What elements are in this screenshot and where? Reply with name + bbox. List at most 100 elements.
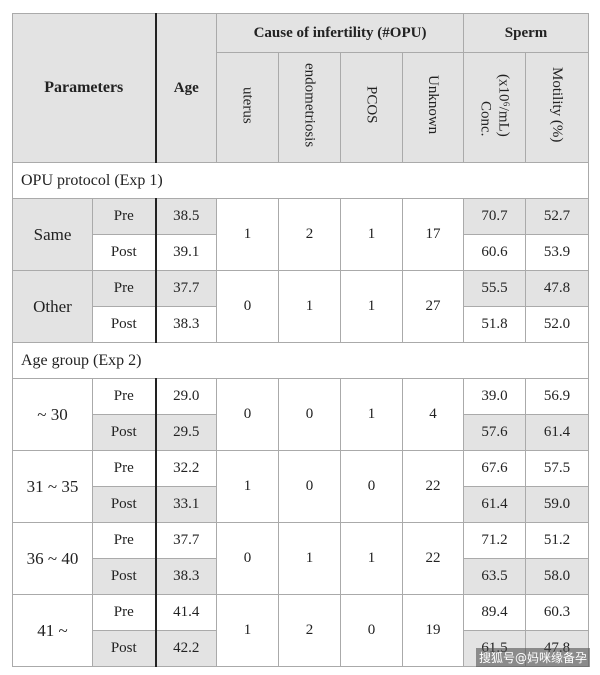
age-cell: 33.1 [154,486,217,523]
cause-cell: 19 [401,594,465,667]
group-label: 31 ~ 35 [12,450,93,523]
conc-cell: 51.8 [463,306,527,343]
watermark: 搜狐号@妈咪缘备孕 [475,648,590,667]
section-row: Age group (Exp 2) [11,342,590,379]
header-cell: PCOS [340,52,403,163]
conc-cell: 61.4 [463,486,527,523]
motility-cell: 60.3 [525,594,590,631]
data-row: ~ 30 Pre 29.0 0 0 1 4 39.0 56.9 [12,378,590,451]
phase-cell: Pre [92,594,156,631]
data-row: Post 29.5 57.6 61.4 [13,414,590,451]
phase-cell: Pre [92,270,156,307]
header-text: PCOS [363,86,380,124]
data-row: Other Pre 37.7 0 1 1 27 55.5 47.8 [12,270,590,343]
group-label: 36 ~ 40 [12,522,93,595]
cause-cell: 1 [216,594,279,667]
conc-cell: 39.0 [463,378,527,415]
header-text: Conc. [477,100,494,137]
header-text: uterus [239,86,256,124]
header-cell: uterus [216,52,279,163]
phase-cell: Pre [92,450,156,487]
age-cell: 41.4 [154,594,217,631]
header-cell: endometriosis [278,52,341,163]
motility-cell: 57.5 [525,450,590,487]
header-text: Unknown [425,75,441,135]
phase-cell: Pre [92,378,156,415]
data-row: Post 39.1 60.6 53.9 [13,234,590,271]
cause-cell: 1 [216,450,279,523]
header-cell: Sperm [463,13,590,53]
phase-cell: Pre [92,198,156,235]
conc-cell: 63.5 [463,558,527,595]
data-row: Post 38.3 51.8 52.0 [13,306,590,343]
age-cell: 32.2 [154,450,217,487]
age-cell: 37.7 [154,522,217,559]
motility-cell: 58.0 [525,558,590,595]
phase-cell: Pre [92,522,156,559]
motility-cell: 53.9 [525,234,590,271]
group-label: 41 ~ [12,594,93,667]
header-text: endometriosis [301,62,318,148]
cause-cell: 22 [401,450,465,523]
table-wrap: Parameters Age Cause of infertility (#OP… [11,13,590,667]
motility-cell: 56.9 [525,378,590,415]
data-row: 31 ~ 35 Pre 32.2 1 0 0 22 67.6 57.5 [12,450,590,523]
cause-cell: 22 [401,522,465,595]
conc-cell: 55.5 [463,270,527,307]
cause-cell: 0 [340,594,403,667]
cause-cell: 0 [340,450,403,523]
header-text: Motility (%) [549,67,566,143]
data-row: 41 ~ Pre 41.4 1 2 0 19 89.4 60.3 [12,594,590,667]
phase-cell: Post [92,306,156,343]
header-cell: Cause of infertility (#OPU) [215,13,465,53]
phase-cell: Post [92,234,156,271]
data-row: Post 33.1 61.4 59.0 [13,486,590,523]
cause-cell: 0 [216,378,279,451]
group-label: Same [12,198,93,271]
header-cell: Motility (%) [525,52,590,163]
motility-cell: 52.0 [525,306,590,343]
cause-cell: 1 [340,378,403,451]
cause-cell: 27 [401,270,465,343]
age-cell: 29.0 [154,378,217,415]
cause-cell: 1 [278,270,341,343]
motility-cell: 59.0 [525,486,590,523]
age-cell: 42.2 [154,630,217,667]
group-label: Other [12,270,93,343]
motility-cell: 61.4 [525,414,590,451]
section-title: Age group (Exp 2) [11,342,590,379]
motility-cell: 51.2 [525,522,590,559]
header-cell: Unknown [401,52,465,163]
header-cell: Age [154,13,217,163]
cause-cell: 17 [401,198,465,271]
age-cell: 38.3 [154,306,217,343]
data-row: Same Pre 38.5 1 2 1 17 70.7 52.7 [12,198,590,271]
conc-cell: 67.6 [463,450,527,487]
phase-cell: Post [92,414,156,451]
cause-cell: 1 [278,522,341,595]
data-table: Parameters Age Cause of infertility (#OP… [11,13,590,667]
table-body: OPU protocol (Exp 1) Same Pre 38.5 1 2 1 17 70.7… [11,162,590,667]
cause-cell: 0 [278,450,341,523]
conc-cell: 89.4 [463,594,527,631]
age-cell: 38.3 [154,558,217,595]
cause-cell: 1 [216,198,279,271]
cause-cell: 1 [340,270,403,343]
cause-cell: 1 [340,198,403,271]
cause-cell: 0 [216,522,279,595]
header-text: (x10⁶/mL) [495,73,512,137]
phase-cell: Post [92,558,156,595]
data-row: 36 ~ 40 Pre 37.7 0 1 1 22 71.2 51.2 [12,522,590,595]
motility-cell: 52.7 [525,198,590,235]
cause-cell: 0 [278,378,341,451]
age-cell: 29.5 [154,414,217,451]
data-row: Post 38.3 63.5 58.0 [13,558,590,595]
cause-cell: 4 [401,378,465,451]
cause-cell: 0 [216,270,279,343]
cause-cell: 2 [278,198,341,271]
conc-cell: 57.6 [463,414,527,451]
section-title: OPU protocol (Exp 1) [11,162,590,199]
motility-cell: 47.8 [525,270,590,307]
conc-cell: 71.2 [463,522,527,559]
